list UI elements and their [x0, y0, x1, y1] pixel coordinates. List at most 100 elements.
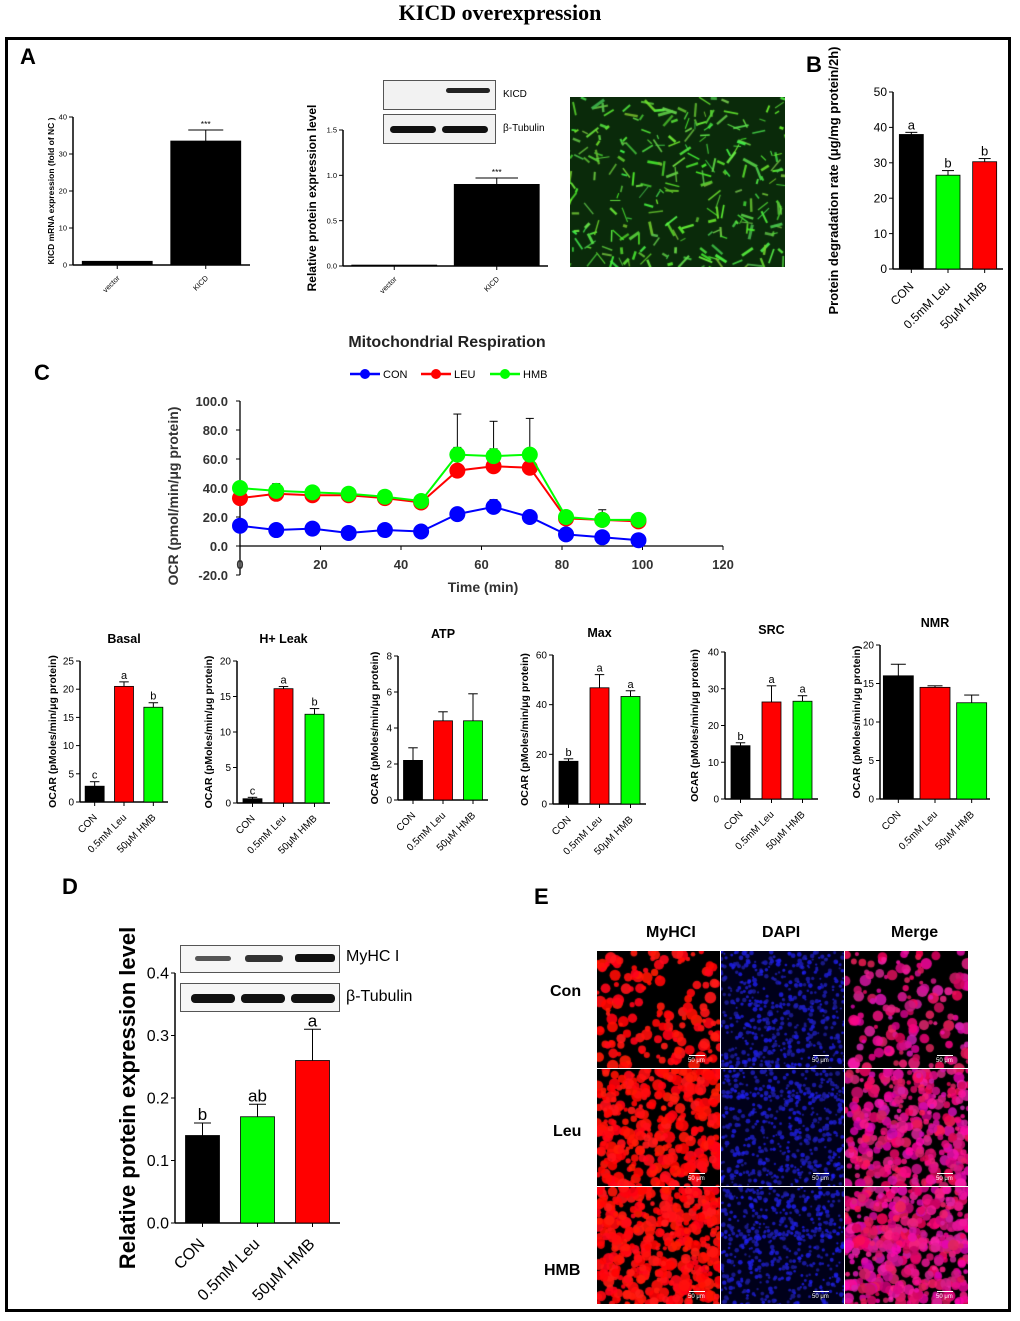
y-tick-label: 30 [708, 684, 720, 695]
y-tick-label: 0.5 [327, 216, 337, 225]
series-CON [232, 498, 647, 549]
data-point [630, 511, 647, 528]
blot-band [291, 994, 335, 1003]
y-tick-label: 1.0 [327, 171, 337, 180]
col-label-merge: Merge [891, 924, 939, 941]
scale-bar-label: 50 μm [688, 1176, 705, 1182]
y-tick-label: 6 [386, 688, 392, 699]
significance-label: b [944, 156, 951, 171]
significance-label: b [311, 697, 317, 709]
y-tick-label: 20 [63, 685, 75, 696]
bar-0.5mM Leu [273, 688, 294, 804]
blot-tubulin-d [180, 983, 340, 1012]
scale-bar-line [689, 1055, 705, 1056]
x-tick-label: 40 [394, 557, 408, 572]
y-tick-label: 1.5 [327, 126, 337, 135]
y-tick-label: 5 [68, 769, 74, 780]
y-tick-label: 80.0 [203, 423, 228, 438]
chart-C: Mitochondrial Respiration -20.0 0.0 20.0 40.… [165, 334, 734, 595]
blot-band [446, 88, 490, 93]
legend-label: HMB [523, 369, 547, 381]
data-point [232, 517, 248, 534]
y-tick-label: 30 [874, 156, 888, 170]
series-line [239, 505, 639, 542]
micrograph-hmb-merge [845, 1187, 968, 1304]
x-tick-label: 120 [712, 557, 734, 572]
y-axis-label: OCAR (pMoles/min/μg protein) [369, 652, 381, 805]
bar-CON [730, 745, 751, 800]
series-line [239, 465, 639, 523]
micrograph-leu-merge [845, 1069, 968, 1186]
series-HMB [232, 413, 647, 528]
chart-title: SRC [758, 623, 784, 637]
scale-bar-label: 50 μm [936, 1176, 953, 1182]
significance-label: a [799, 684, 806, 696]
bar-50μM HMB [463, 720, 483, 801]
significance-label: a [121, 670, 128, 682]
scale-bar-label: 50 μm [812, 1058, 829, 1064]
panel-label-a: A [20, 44, 36, 69]
y-tick-label: 0 [68, 798, 74, 809]
y-tick-label: 0.0 [147, 1216, 169, 1233]
data-point [485, 448, 502, 465]
row-label-leu: Leu [553, 1123, 582, 1140]
data-point [413, 523, 430, 540]
y-axis-label: Protein degradation rate (μg/mg protein/… [826, 47, 841, 315]
data-point [376, 522, 393, 539]
y-tick-label: 20 [59, 187, 67, 196]
scale-bar-line [689, 1173, 705, 1174]
data-point [521, 446, 538, 463]
significance-label: b [150, 691, 156, 703]
data-point [304, 484, 321, 501]
chart-A1: 0 10 20 30 40 vector *** KICD KICD mRNA expressi… [46, 113, 250, 294]
micrograph-con-dapi [721, 951, 844, 1068]
y-tick-label: 20 [536, 750, 548, 761]
significance-label: a [280, 675, 287, 687]
y-tick-label: 20 [863, 641, 875, 652]
x-tick-label: CON [76, 812, 100, 836]
y-tick-label: 0.4 [147, 966, 169, 983]
figure-title: KICD overexpression [398, 0, 602, 25]
y-tick-label: 0 [868, 795, 874, 806]
bar-50μM HMB [972, 161, 998, 270]
bar-KICD [453, 183, 540, 267]
bar-0.5mM Leu [761, 701, 782, 800]
y-tick-label: 0 [713, 795, 719, 806]
scale-bar-line [813, 1173, 829, 1174]
x-tick-label: vector [101, 273, 122, 294]
y-tick-label: 40 [708, 648, 720, 659]
y-tick-label: 20 [708, 721, 720, 732]
y-tick-label: 40.0 [203, 481, 228, 496]
y-axis-label: OCAR (pMoles/min/μg protein) [851, 646, 863, 799]
data-point [558, 509, 575, 525]
blot-band [390, 126, 436, 133]
y-axis-label: KICD mRNA expression (fold of NC ) [46, 117, 56, 264]
bar-0.5mM Leu [935, 174, 961, 270]
row-label-hmb: HMB [544, 1262, 581, 1279]
chart-title: Basal [107, 632, 140, 646]
y-axis-label: OCAR (pMoles/min/μg protein) [689, 649, 701, 802]
y-tick-label: 0 [880, 262, 887, 276]
chart-title: Mitochondrial Respiration [348, 334, 545, 351]
data-point [594, 511, 611, 528]
x-tick-label: 60 [474, 557, 488, 572]
bar-50μM HMB [792, 700, 813, 800]
scale-bar-label: 50 μm [936, 1294, 953, 1300]
x-tick-label: 20 [313, 557, 327, 572]
y-tick-label: 5 [225, 763, 231, 774]
significance-label: a [627, 679, 634, 691]
blot-band [191, 994, 235, 1003]
significance-label: a [908, 117, 916, 132]
data-point [268, 522, 285, 539]
legend-marker [431, 369, 441, 379]
data-point [304, 520, 321, 537]
data-point [232, 480, 248, 496]
significance-label: c [250, 785, 256, 797]
bar-0.5mM Leu [589, 687, 610, 805]
y-tick-label: 20.0 [203, 510, 228, 525]
bar-CON [898, 134, 924, 270]
y-tick-label: 100.0 [195, 394, 228, 409]
